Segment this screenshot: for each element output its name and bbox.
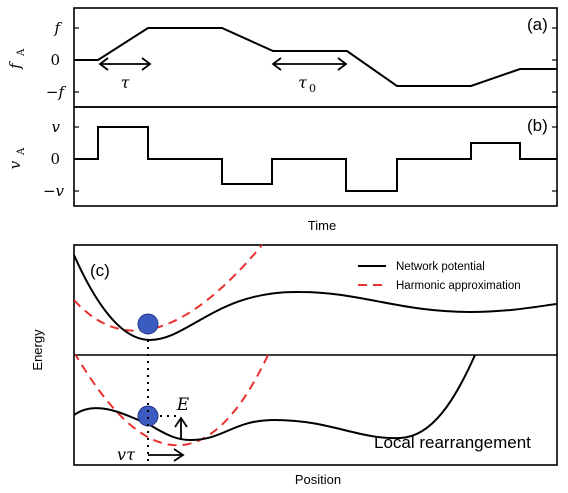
panel-a-tick-f: f — [53, 19, 62, 37]
panel-a-ylabel: f A — [6, 48, 27, 70]
panel-a-trace — [74, 27, 557, 87]
legend: Network potential Harmonic approximation — [358, 261, 521, 292]
svg-text:A: A — [16, 48, 27, 57]
particle-top — [137, 313, 159, 335]
vtau-arrow: vτ — [117, 445, 185, 464]
panel-b: v 0 −v v A (b) — [6, 106, 558, 207]
time-axis-label: Time — [308, 218, 336, 233]
vtau-label: vτ — [117, 445, 136, 464]
particle-bottom — [137, 405, 159, 427]
panel-b-tick-0: 0 — [50, 150, 60, 168]
svg-text:A: A — [16, 147, 27, 156]
svg-text:v: v — [6, 160, 24, 169]
panel-b-trace — [74, 126, 557, 192]
panel-c-top — [74, 245, 557, 342]
tau-arrow: τ — [98, 57, 152, 92]
local-rearrangement-label: Local rearrangement — [374, 433, 531, 452]
harmonic-curve-bottom — [74, 355, 269, 447]
tau0-subscript: 0 — [309, 82, 316, 95]
panel-c: E vτ (c) Network potential Harmonic appr… — [73, 244, 558, 466]
panel-b-ylabel: v A — [6, 147, 27, 169]
legend-network-label: Network potential — [396, 261, 485, 273]
panel-b-frame — [73, 106, 558, 207]
harmonic-curve-top — [74, 245, 263, 332]
panel-a: f 0 −f f A (a) τ τ 0 — [6, 7, 558, 108]
legend-harmonic-label: Harmonic approximation — [396, 280, 521, 292]
panel-c-label: (c) — [90, 261, 110, 280]
energy-arrow: E — [174, 395, 190, 440]
panel-c-bottom — [74, 355, 476, 447]
panel-b-label: (b) — [527, 116, 548, 135]
energy-label: E — [176, 395, 190, 415]
panel-b-tick-neg-v: −v — [43, 182, 65, 200]
panel-b-tick-v: v — [52, 118, 61, 136]
tau0-label: τ — [298, 73, 308, 92]
network-curve-top — [74, 254, 557, 342]
svg-text:f: f — [6, 61, 24, 70]
energy-axis-label: Energy — [30, 329, 45, 371]
position-axis-label: Position — [295, 472, 341, 487]
panel-a-tick-neg-f: −f — [46, 83, 67, 101]
tau0-arrow: τ 0 — [271, 57, 348, 95]
panel-a-label: (a) — [527, 15, 548, 34]
panel-a-tick-0: 0 — [50, 51, 60, 69]
tau-label: τ — [121, 73, 131, 92]
